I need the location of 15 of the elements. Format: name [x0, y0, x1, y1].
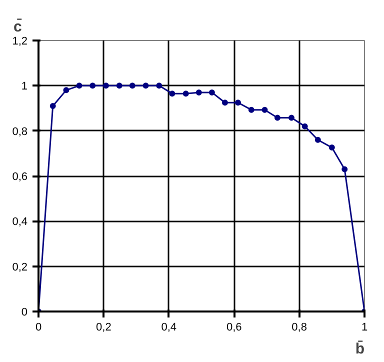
x-axis-title: b̄ [355, 340, 365, 358]
x-tick-label: 0,8 [292, 322, 307, 334]
x-tick-label: 0,6 [226, 322, 242, 334]
x-tick-label: 0,2 [96, 322, 112, 334]
y-tick-label: 1 [21, 80, 28, 93]
y-tick-label: 1,2 [12, 36, 28, 48]
y-tick-label: 0,2 [12, 261, 28, 274]
y-tick-label: 0,6 [12, 171, 28, 183]
y-tick-label: 0,4 [12, 216, 28, 228]
x-tick-label: 0,4 [161, 322, 177, 334]
y-tick-label: 0,8 [12, 126, 28, 138]
x-tick-label: 0 [35, 322, 42, 334]
x-tick-label: 1 [361, 322, 368, 334]
y-axis-title: c̄ [14, 18, 22, 36]
y-tick-label: 0 [21, 306, 28, 318]
